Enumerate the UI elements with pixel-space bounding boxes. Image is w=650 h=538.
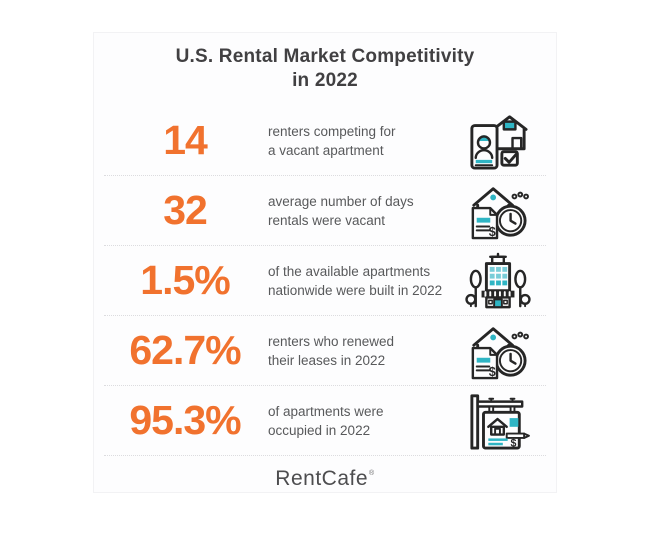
stat-description: renters competing for a vacant apartment bbox=[266, 122, 464, 160]
stat-value: 14 bbox=[163, 117, 208, 163]
stat-description-line: renters competing for bbox=[268, 123, 396, 139]
stat-description: renters who renewed their leases in 2022 bbox=[266, 332, 464, 370]
lease-renewal-clock-icon: $ bbox=[464, 320, 532, 382]
stat-description: average number of days rentals were vaca… bbox=[266, 192, 464, 230]
stat-value: 95.3% bbox=[129, 397, 241, 443]
stat-row-lease-renewals: 62.7% renters who renewed their leases i… bbox=[104, 316, 546, 386]
stat-row-renters-competing: 14 renters competing for a vacant apartm… bbox=[104, 106, 546, 176]
svg-text:$: $ bbox=[489, 225, 496, 239]
brand-footer: RentCafe ® bbox=[94, 456, 556, 502]
stat-description-line: rentals were vacant bbox=[268, 212, 386, 228]
stat-description-line: their leases in 2022 bbox=[268, 352, 386, 368]
stat-description-line: nationwide were built in 2022 bbox=[268, 282, 443, 298]
stat-description: of apartments were occupied in 2022 bbox=[266, 402, 464, 440]
stat-description-line: average number of days bbox=[268, 193, 414, 209]
stat-description-line: occupied in 2022 bbox=[268, 422, 371, 438]
stat-value: 32 bbox=[163, 187, 208, 233]
stat-row-days-vacant: 32 average number of days rentals were v… bbox=[104, 176, 546, 246]
for-rent-sign-icon: $ bbox=[464, 390, 532, 452]
stat-description-line: of the available apartments bbox=[268, 263, 431, 279]
page-title: U.S. Rental Market Competitivity in 2022 bbox=[94, 33, 556, 106]
svg-text:$: $ bbox=[489, 365, 496, 379]
stat-value: 62.7% bbox=[129, 327, 241, 373]
stat-row-occupancy: 95.3% of apartments were occupied in 202… bbox=[104, 386, 546, 456]
infographic-card: U.S. Rental Market Competitivity in 2022… bbox=[93, 32, 557, 493]
apartment-building-icon bbox=[464, 250, 532, 312]
svg-text:$: $ bbox=[511, 437, 517, 449]
stat-description: of the available apartments nationwide w… bbox=[266, 262, 464, 300]
brand-logo-text: RentCafe bbox=[275, 467, 369, 490]
stat-description-line: of apartments were bbox=[268, 403, 384, 419]
application-house-check-icon bbox=[464, 110, 532, 172]
title-line-1: U.S. Rental Market Competitivity bbox=[175, 46, 475, 67]
stat-row-new-apartments: 1.5% of the available apartments nationw… bbox=[104, 246, 546, 316]
stat-description-line: renters who renewed bbox=[268, 333, 395, 349]
stat-description-line: a vacant apartment bbox=[268, 142, 384, 158]
title-line-2: in 2022 bbox=[292, 70, 358, 91]
trademark-symbol: ® bbox=[369, 469, 375, 477]
stat-value: 1.5% bbox=[140, 257, 230, 303]
house-vacancy-clock-icon: $ bbox=[464, 180, 532, 242]
